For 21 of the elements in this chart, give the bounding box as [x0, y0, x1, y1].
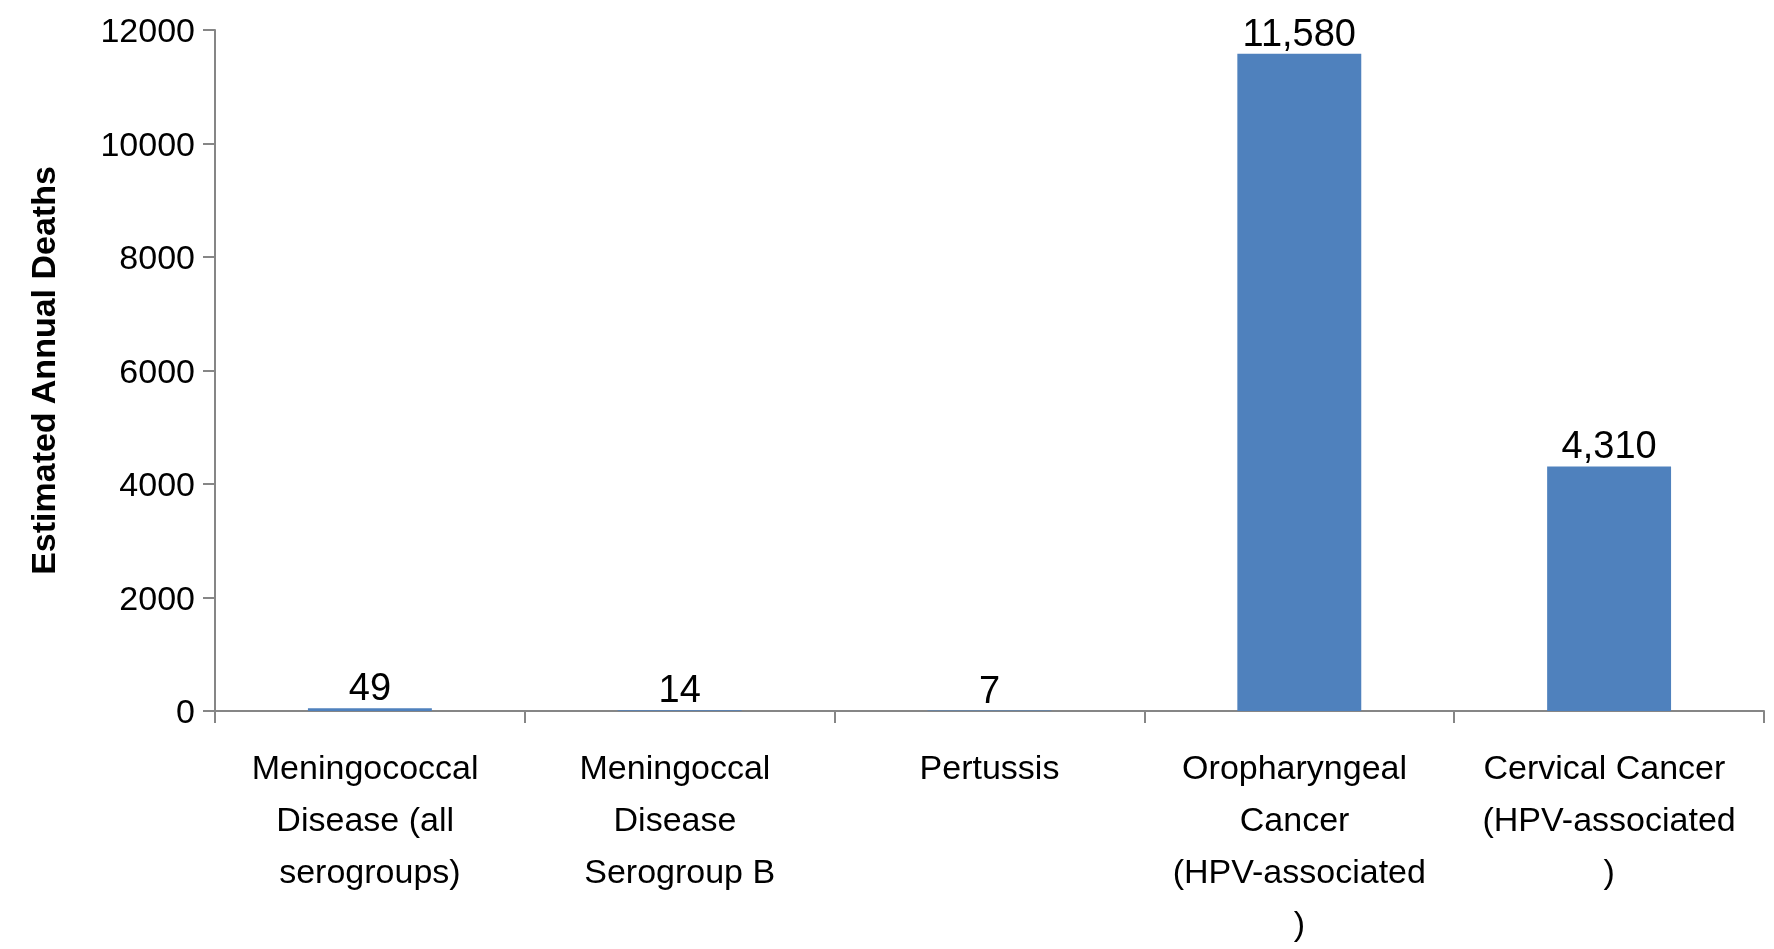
y-axis-title: Estimated Annual Deaths [24, 166, 62, 575]
bar [1547, 466, 1672, 711]
bar [1237, 53, 1362, 711]
y-tick-label: 6000 [119, 351, 195, 390]
x-tick-label: Meningococcal Disease (all serogroups) [251, 748, 489, 890]
y-tick-label: 8000 [119, 238, 195, 276]
y-tick-label: 2000 [119, 578, 195, 617]
data-label: 49 [348, 666, 392, 709]
y-tick-label: 10000 [100, 124, 195, 163]
bar [307, 708, 432, 711]
x-tick-label: Oropharyngeal Cancer (HPV-associated) [1172, 748, 1426, 942]
y-tick-label: 4000 [119, 465, 195, 503]
y-tick-label: 0 [176, 692, 195, 730]
data-label: 4,310 [1561, 424, 1657, 467]
data-label: 14 [658, 668, 701, 711]
x-tick-label: Meningoccal Disease Serogroup B [579, 748, 780, 890]
data-label: 7 [978, 668, 1001, 711]
x-tick-label: Cervical Cancer (HPV-associated) [1482, 748, 1736, 890]
y-tick-label: 12000 [100, 11, 195, 49]
x-tick-label: Pertussis [919, 748, 1060, 786]
data-label: 11,580 [1242, 11, 1356, 54]
